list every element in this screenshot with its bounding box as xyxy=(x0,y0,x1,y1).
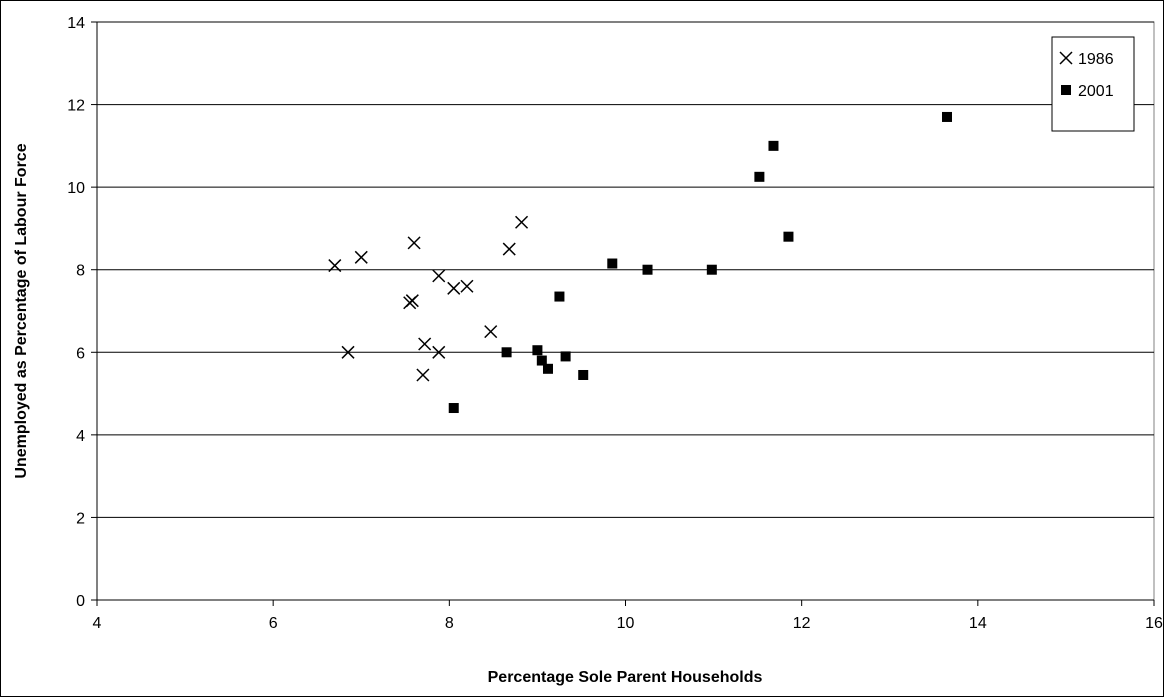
marker-2001-point xyxy=(642,264,653,275)
marker-1986-point xyxy=(354,250,368,264)
legend-label: 2001 xyxy=(1078,83,1114,100)
marker-1986-point xyxy=(328,259,342,273)
marker-1986-point xyxy=(447,281,461,295)
marker-1986-point xyxy=(484,325,498,339)
axes xyxy=(91,21,1155,606)
tick-labels: 0 2 4 6 8 10 12 14 4 6 8 10 12 14 16 xyxy=(67,15,1163,632)
marker-1986-point xyxy=(432,269,446,283)
y-tick-label: 2 xyxy=(76,510,85,527)
y-tick-label: 10 xyxy=(67,180,85,197)
y-tick-label: 0 xyxy=(76,593,85,610)
marker-2001-point xyxy=(706,264,717,275)
grid-lines xyxy=(97,21,1154,518)
x-tick-label: 8 xyxy=(445,615,454,632)
legend-marker-2001 xyxy=(1061,85,1071,95)
marker-1986-point xyxy=(407,236,421,250)
y-tick-label: 6 xyxy=(76,345,85,362)
x-tick-label: 16 xyxy=(1145,615,1163,632)
x-axis-title: Percentage Sole Parent Households xyxy=(488,669,763,686)
marker-2001-point xyxy=(754,171,765,182)
legend-label: 1986 xyxy=(1078,51,1114,68)
legend-marker-1986 xyxy=(1059,51,1073,65)
y-axis-title: Unemployed as Percentage of Labour Force xyxy=(13,143,30,478)
marker-2001-point xyxy=(448,403,459,414)
marker-2001-point xyxy=(542,363,553,374)
marker-2001-point xyxy=(578,369,589,380)
x-tick-label: 10 xyxy=(617,615,635,632)
marker-2001-point xyxy=(768,140,779,151)
legend: 1986 2001 xyxy=(1051,36,1135,132)
marker-1986-point xyxy=(502,242,516,256)
data-markers xyxy=(328,111,953,414)
y-tick-label: 8 xyxy=(76,263,85,280)
marker-1986-point xyxy=(515,215,529,229)
marker-2001-point xyxy=(536,355,547,366)
marker-1986-point xyxy=(432,345,446,359)
x-tick-label: 14 xyxy=(969,615,987,632)
marker-2001-point xyxy=(783,231,794,242)
y-tick-label: 12 xyxy=(67,98,85,115)
plot-area xyxy=(96,21,1155,601)
marker-1986-point xyxy=(418,337,432,351)
y-tick-label: 14 xyxy=(67,15,85,32)
marker-2001-point xyxy=(532,345,543,356)
marker-2001-point xyxy=(942,111,953,122)
marker-1986-point xyxy=(405,294,419,308)
marker-2001-point xyxy=(554,291,565,302)
marker-1986-point xyxy=(460,279,474,293)
legend-box xyxy=(1051,36,1135,132)
marker-2001-point xyxy=(560,351,571,362)
marker-1986-point xyxy=(416,368,430,382)
marker-2001-point xyxy=(501,347,512,358)
x-tick-label: 6 xyxy=(269,615,278,632)
x-tick-label: 4 xyxy=(93,615,102,632)
marker-1986-point xyxy=(341,345,355,359)
y-tick-label: 4 xyxy=(76,428,85,445)
marker-2001-point xyxy=(607,258,618,269)
x-tick-label: 12 xyxy=(793,615,811,632)
